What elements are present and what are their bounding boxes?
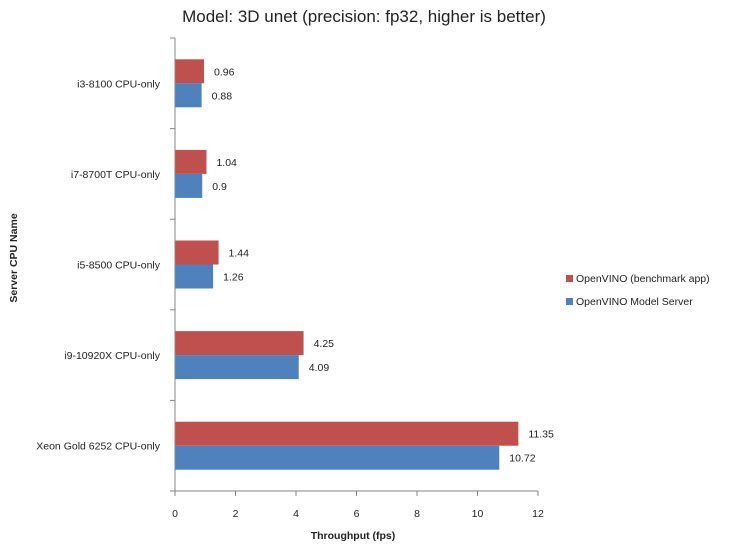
bar bbox=[175, 331, 304, 356]
category-label: i3-8100 CPU-only bbox=[77, 78, 161, 90]
bar bbox=[175, 83, 202, 108]
data-label: 4.09 bbox=[309, 362, 330, 374]
x-tick-label: 0 bbox=[172, 508, 178, 520]
legend: OpenVINO (benchmark app) OpenVINO Model S… bbox=[566, 273, 710, 308]
bar bbox=[175, 421, 519, 446]
data-label: 1.44 bbox=[229, 248, 250, 260]
legend-swatch bbox=[566, 298, 573, 305]
bar bbox=[175, 445, 500, 470]
category-label: i7-8700T CPU-only bbox=[71, 169, 161, 181]
bar bbox=[175, 264, 214, 289]
data-label: 10.72 bbox=[509, 453, 535, 465]
legend-label: OpenVINO Model Server bbox=[576, 296, 693, 308]
bar bbox=[175, 173, 203, 198]
x-tick-label: 2 bbox=[233, 508, 239, 520]
data-label: 1.04 bbox=[216, 157, 237, 169]
x-axis-title: Throughput (fps) bbox=[311, 530, 396, 542]
data-label: 0.88 bbox=[212, 90, 233, 102]
bar bbox=[175, 240, 219, 265]
category-label: Xeon Gold 6252 CPU-only bbox=[36, 441, 160, 453]
plot-area: 0 2 4 6 8 10 12 i3-8100 CPU-only 0.96 0.88 i7-8700… bbox=[36, 37, 554, 520]
data-label: 4.25 bbox=[314, 338, 335, 350]
x-tick-label: 10 bbox=[472, 508, 484, 520]
x-tick-label: 8 bbox=[414, 508, 420, 520]
x-tick-label: 4 bbox=[293, 508, 299, 520]
bar bbox=[175, 59, 205, 84]
chart-title: Model: 3D unet (precision: fp32, higher … bbox=[182, 7, 546, 26]
y-axis-title: Server CPU Name bbox=[8, 213, 20, 302]
data-label: 11.35 bbox=[528, 429, 554, 441]
data-label: 0.9 bbox=[212, 181, 227, 193]
x-tick-label: 6 bbox=[354, 508, 360, 520]
x-tick-label: 12 bbox=[532, 508, 544, 520]
category-label: i5-8500 CPU-only bbox=[77, 260, 161, 272]
category-label: i9-10920X CPU-only bbox=[64, 350, 160, 362]
bar bbox=[175, 149, 207, 174]
legend-label: OpenVINO (benchmark app) bbox=[576, 273, 710, 285]
legend-swatch bbox=[566, 275, 573, 282]
data-label: 0.96 bbox=[214, 66, 235, 78]
data-label: 1.26 bbox=[223, 272, 244, 284]
bar bbox=[175, 355, 299, 380]
